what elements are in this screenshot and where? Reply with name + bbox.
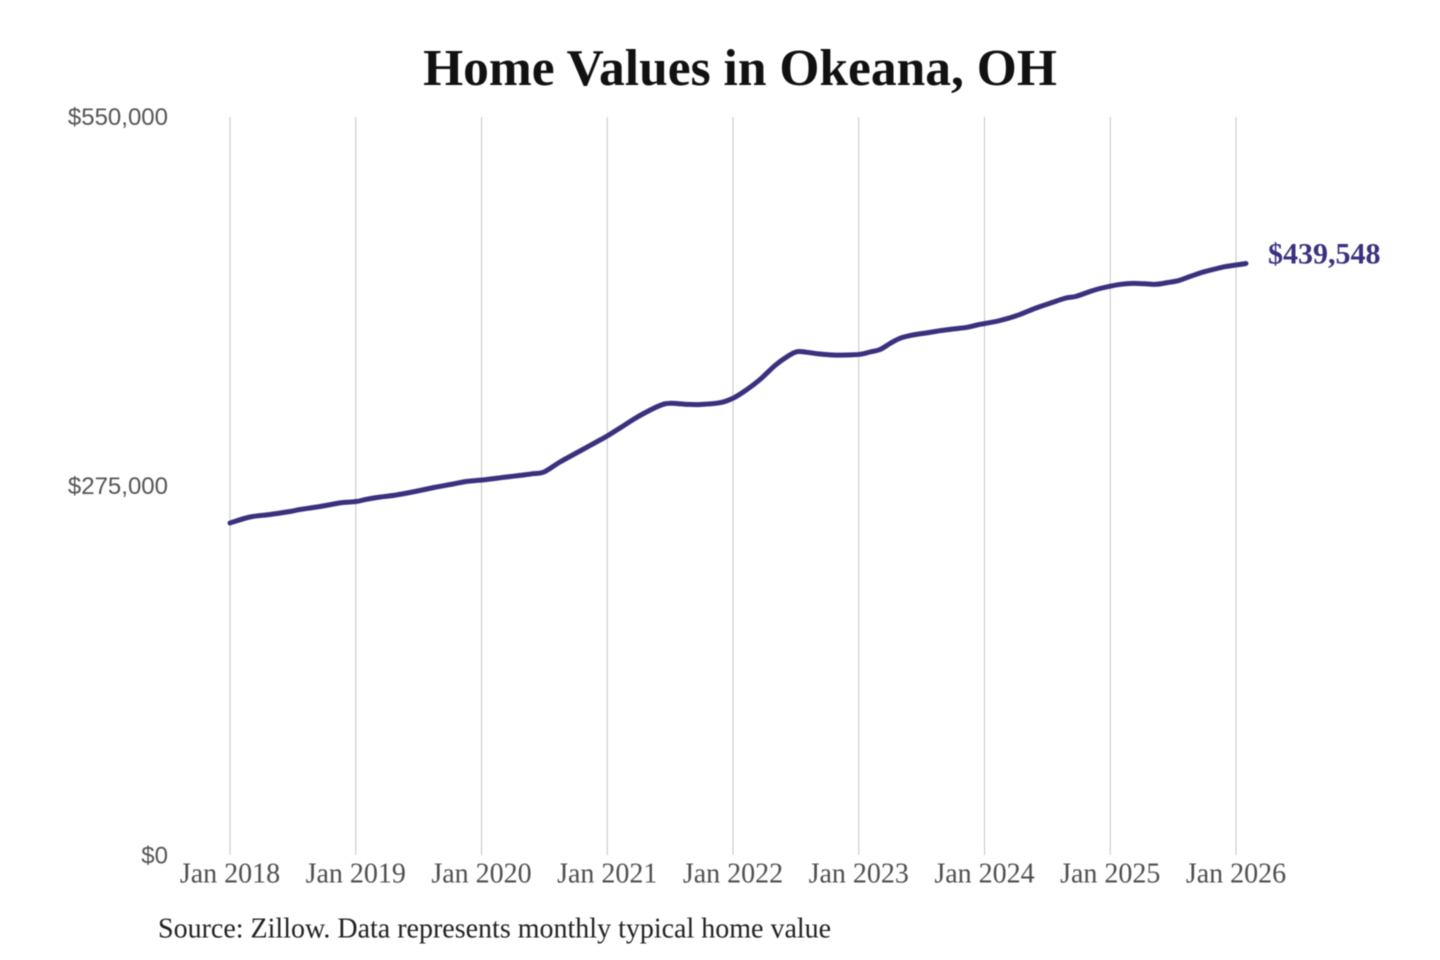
svg-text:Jan 2026: Jan 2026 xyxy=(1186,859,1286,890)
svg-text:Home Values in Okeana, OH: Home Values in Okeana, OH xyxy=(423,40,1057,97)
svg-text:$0: $0 xyxy=(141,843,168,870)
svg-text:Jan 2018: Jan 2018 xyxy=(180,859,280,890)
svg-text:Jan 2023: Jan 2023 xyxy=(809,859,909,890)
svg-text:$550,000: $550,000 xyxy=(68,104,168,131)
svg-text:Jan 2019: Jan 2019 xyxy=(306,859,406,890)
svg-text:Jan 2020: Jan 2020 xyxy=(431,859,531,890)
svg-text:Jan 2024: Jan 2024 xyxy=(934,859,1034,890)
svg-text:Jan 2021: Jan 2021 xyxy=(557,859,657,890)
svg-text:Jan 2025: Jan 2025 xyxy=(1060,859,1160,890)
svg-text:$275,000: $275,000 xyxy=(68,473,168,500)
svg-text:$439,548: $439,548 xyxy=(1268,238,1381,271)
svg-text:Source: Zillow. Data represent: Source: Zillow. Data represents monthly … xyxy=(158,914,831,945)
svg-text:Jan 2022: Jan 2022 xyxy=(683,859,783,890)
